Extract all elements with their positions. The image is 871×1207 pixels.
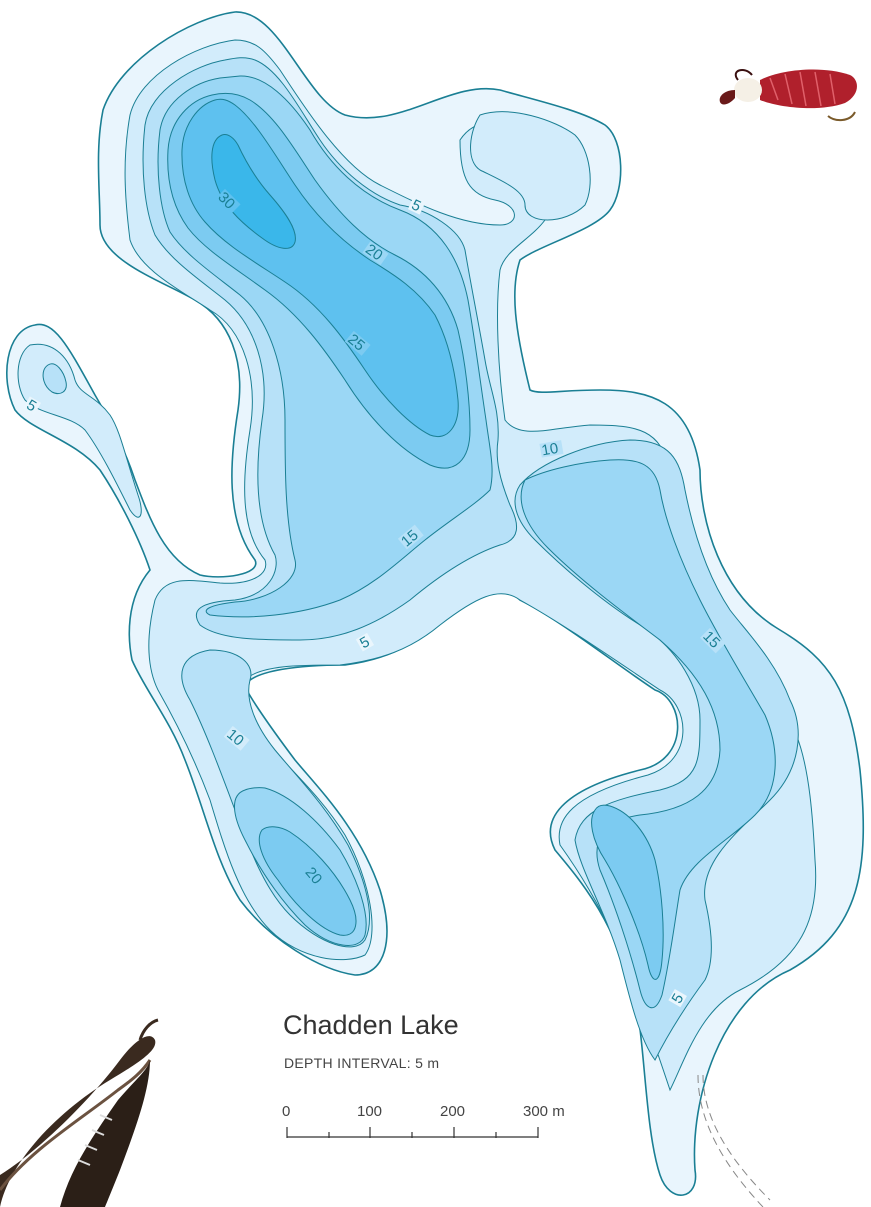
contour-label: 5 — [22, 396, 42, 415]
scale-label-100: 100 — [357, 1103, 383, 1120]
scale-label-0: 0 — [282, 1103, 291, 1120]
contour-30m — [211, 134, 296, 249]
depth-interval-label: DEPTH INTERVAL: 5 m — [284, 1055, 440, 1071]
contour-label: 15 — [397, 524, 424, 550]
contour-label: 20 — [362, 241, 389, 266]
contour-10m-west — [42, 363, 67, 395]
contour-20m-south — [258, 826, 357, 936]
contour-label: 15 — [699, 628, 726, 654]
contour-label: 20 — [302, 863, 328, 890]
map-title: Chadden Lake — [283, 1010, 459, 1040]
contour-label: 10 — [539, 440, 564, 460]
fly-lure-red-icon — [719, 68, 857, 122]
contour-20m-east — [591, 804, 664, 980]
scale-bar — [286, 1127, 539, 1138]
contour-label: 30 — [214, 188, 241, 215]
contour-label: 25 — [344, 331, 371, 356]
svg-text:10: 10 — [540, 440, 559, 460]
scale-label-200: 200 — [440, 1103, 466, 1120]
contour-label: 5 — [407, 196, 426, 215]
fly-lure-feather-icon — [0, 1018, 159, 1207]
trail-path — [697, 1074, 771, 1207]
contour-5m-ne — [470, 111, 591, 221]
contour-label: 5 — [668, 988, 687, 1008]
svg-text:20: 20 — [362, 241, 385, 264]
contour-label: 10 — [223, 726, 250, 751]
contour-labels: 5 5 5 5 10 10 15 15 — [22, 188, 726, 1008]
contour-label: 5 — [355, 632, 375, 652]
scale-label-300: 300 m — [523, 1103, 565, 1120]
